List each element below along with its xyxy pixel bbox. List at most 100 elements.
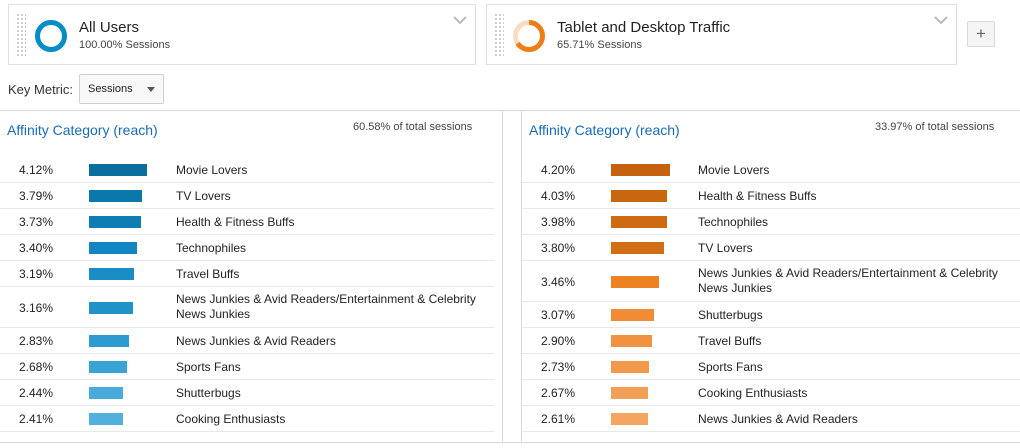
total-sessions-pct: 33.97% of total sessions — [875, 121, 995, 133]
table-row: 3.07% Shutterbugs — [522, 302, 1020, 328]
table-row: 2.67% Cooking Enthusiasts — [522, 380, 1020, 406]
segment-donut-icon — [35, 20, 67, 52]
category-name: Sports Fans — [176, 360, 241, 374]
table-row: 3.46% News Junkies & Avid Readers/Enterta… — [522, 261, 1020, 302]
reach-pct: 3.19% — [19, 267, 54, 281]
reach-bar — [611, 164, 670, 176]
category-name: Movie Lovers — [698, 163, 770, 177]
table-row: 3.80% TV Lovers — [522, 235, 1020, 261]
affinity-list: 4.12% Movie Lovers 3.79% TV Lovers 3.73% Heal… — [0, 157, 494, 432]
category-name: Sports Fans — [698, 360, 763, 374]
drag-handle-icon[interactable] — [494, 13, 504, 57]
table-row: 2.90% Travel Buffs — [522, 328, 1020, 354]
reach-pct: 2.83% — [19, 334, 54, 348]
table-row: 3.19% Travel Buffs — [0, 261, 494, 287]
segment-name: Tablet and Desktop Traffic — [557, 19, 731, 36]
key-metric-control: Key Metric: Sessions — [8, 74, 164, 104]
reach-pct: 3.80% — [541, 241, 576, 255]
reach-bar — [89, 164, 147, 176]
table-row: 4.03% Health & Fitness Buffs — [522, 183, 1020, 209]
reach-bar — [89, 335, 129, 347]
segment-name: All Users — [79, 19, 140, 36]
divider — [0, 110, 1020, 111]
key-metric-dropdown[interactable]: Sessions — [79, 74, 164, 104]
reach-pct: 3.16% — [19, 300, 54, 315]
reach-bar — [89, 242, 137, 254]
table-row: 4.20% Movie Lovers — [522, 157, 1020, 183]
category-name: Shutterbugs — [176, 386, 241, 400]
reach-pct: 3.46% — [541, 274, 576, 289]
chevron-down-icon[interactable] — [934, 15, 948, 25]
add-segment-button[interactable]: + — [967, 21, 995, 47]
reach-bar — [89, 301, 133, 314]
category-name: Technophiles — [176, 241, 247, 255]
chevron-down-icon[interactable] — [453, 15, 467, 25]
table-row: 2.73% Sports Fans — [522, 354, 1020, 380]
category-name: Shutterbugs — [698, 308, 763, 322]
key-metric-value: Sessions — [88, 83, 133, 95]
reach-bar — [89, 268, 134, 280]
segment-card-tablet-desktop[interactable]: Tablet and Desktop Traffic 65.71% Sessio… — [486, 4, 957, 65]
table-row: 2.44% Shutterbugs — [0, 380, 494, 406]
segment-card-all-users[interactable]: All Users 100.00% Sessions — [8, 4, 476, 65]
reach-pct: 3.73% — [19, 215, 54, 229]
divider — [502, 111, 503, 443]
key-metric-label: Key Metric: — [8, 81, 74, 97]
reach-pct: 3.07% — [541, 308, 576, 322]
category-name: Cooking Enthusiasts — [698, 386, 808, 400]
reach-bar — [611, 309, 654, 321]
reach-bar — [611, 335, 652, 347]
table-row: 4.12% Movie Lovers — [0, 157, 494, 183]
reach-bar — [89, 361, 127, 373]
category-name: Movie Lovers — [176, 163, 248, 177]
table-row: 3.40% Technophiles — [0, 235, 494, 261]
reach-bar — [89, 190, 142, 202]
reach-pct: 2.73% — [541, 360, 576, 374]
reach-bar — [89, 387, 123, 399]
segment-sessions: 100.00% Sessions — [79, 39, 171, 51]
category-name: Travel Buffs — [698, 334, 762, 348]
segment-donut-icon — [513, 20, 545, 52]
reach-pct: 2.44% — [19, 386, 54, 400]
reach-bar — [611, 361, 649, 373]
reach-pct: 2.41% — [19, 412, 54, 426]
reach-pct: 4.03% — [541, 189, 576, 203]
reach-pct: 3.40% — [19, 241, 54, 255]
category-name: Travel Buffs — [176, 267, 240, 281]
table-row: 2.41% Cooking Enthusiasts — [0, 406, 494, 432]
reach-pct: 3.98% — [541, 215, 576, 229]
category-name: Health & Fitness Buffs — [176, 215, 295, 229]
table-row: 3.16% News Junkies & Avid Readers/Enterta… — [0, 287, 494, 328]
reach-bar — [89, 413, 123, 425]
category-name: TV Lovers — [698, 241, 753, 255]
reach-pct: 2.90% — [541, 334, 576, 348]
affinity-panel-tablet-desktop: Affinity Category (reach) 33.97% of tota… — [522, 111, 1020, 442]
affinity-list: 4.20% Movie Lovers 4.03% Health & Fitness B… — [522, 157, 1020, 432]
total-sessions-pct: 60.58% of total sessions — [353, 121, 473, 133]
category-name: News Junkies & Avid Readers — [698, 412, 858, 426]
reach-bar — [611, 242, 664, 254]
panel-title[interactable]: Affinity Category (reach) — [529, 122, 680, 138]
drag-handle-icon[interactable] — [16, 13, 26, 57]
reach-pct: 2.68% — [19, 360, 54, 374]
reach-bar — [611, 275, 659, 288]
table-row: 3.73% Health & Fitness Buffs — [0, 209, 494, 235]
table-row: 2.68% Sports Fans — [0, 354, 494, 380]
reach-bar — [89, 216, 141, 228]
category-name: News Junkies & Avid Readers/Entertainmen… — [176, 292, 476, 321]
category-name: News Junkies & Avid Readers/Entertainmen… — [698, 266, 998, 295]
reach-pct: 2.67% — [541, 386, 576, 400]
panel-title[interactable]: Affinity Category (reach) — [7, 122, 158, 138]
divider — [521, 111, 522, 443]
reach-pct: 4.20% — [541, 163, 576, 177]
category-name: News Junkies & Avid Readers — [176, 334, 336, 348]
category-name: Cooking Enthusiasts — [176, 412, 286, 426]
segment-sessions: 65.71% Sessions — [557, 39, 642, 51]
reach-pct: 3.79% — [19, 189, 54, 203]
table-row: 2.83% News Junkies & Avid Readers — [0, 328, 494, 354]
divider — [0, 442, 1020, 443]
category-name: Health & Fitness Buffs — [698, 189, 817, 203]
category-name: TV Lovers — [176, 189, 231, 203]
reach-pct: 2.61% — [541, 412, 576, 426]
reach-bar — [611, 190, 667, 202]
